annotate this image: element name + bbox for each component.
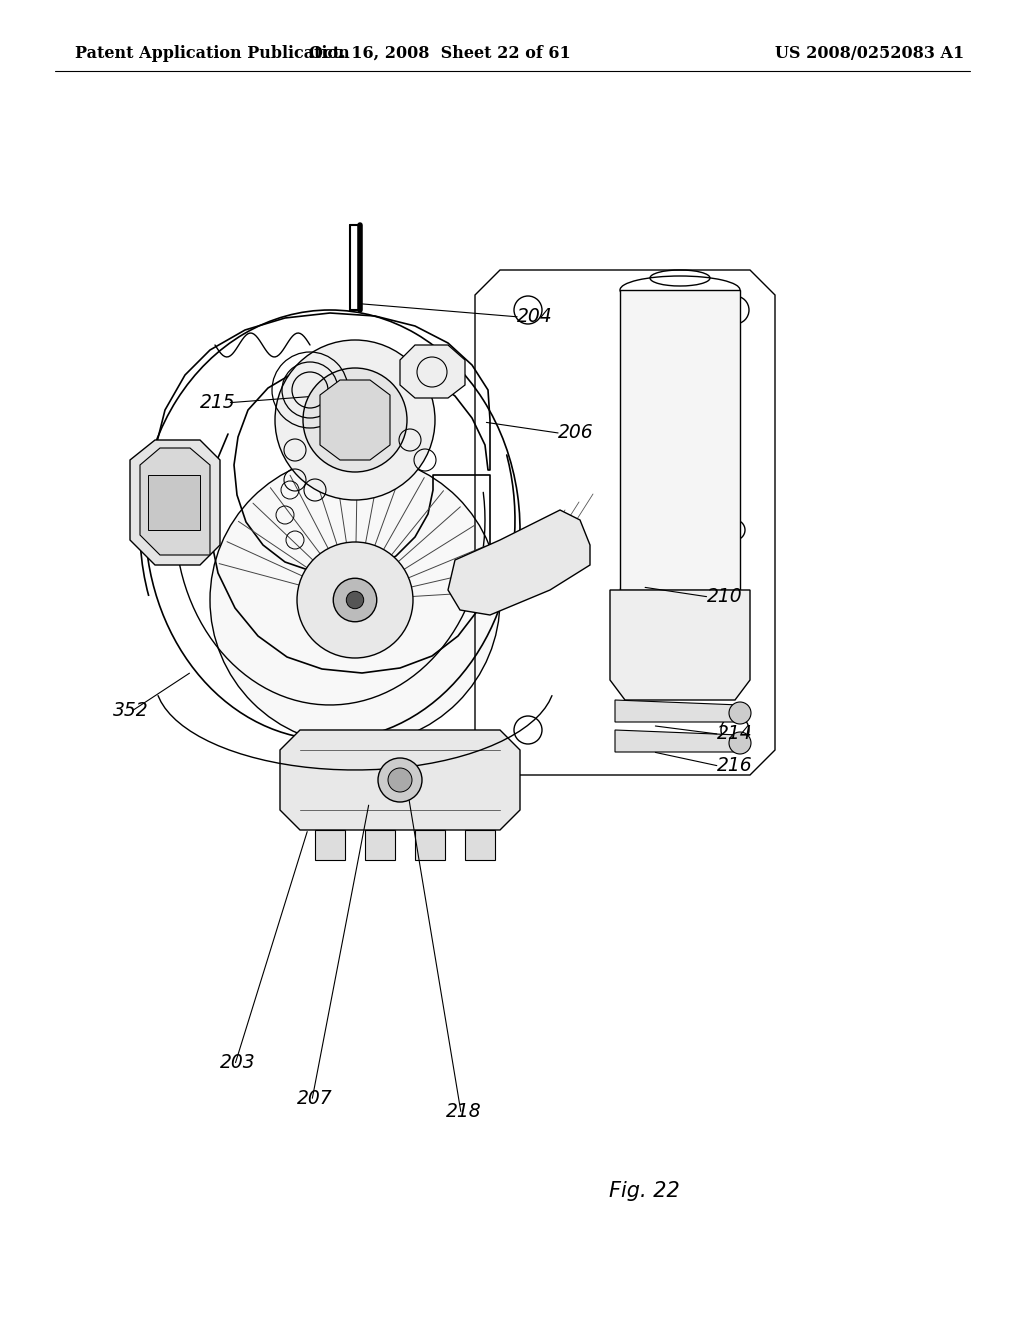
Text: 218: 218 [445, 1102, 481, 1121]
Polygon shape [365, 830, 395, 861]
Text: Patent Application Publication: Patent Application Publication [75, 45, 350, 62]
Circle shape [275, 341, 435, 500]
Polygon shape [315, 830, 345, 861]
Polygon shape [449, 510, 590, 615]
Polygon shape [400, 345, 465, 399]
Text: 216: 216 [717, 756, 753, 775]
Text: Fig. 22: Fig. 22 [609, 1180, 680, 1201]
Polygon shape [148, 475, 200, 531]
Circle shape [297, 543, 413, 657]
Polygon shape [130, 440, 220, 565]
Text: 204: 204 [517, 308, 553, 326]
Text: 215: 215 [200, 393, 236, 412]
Polygon shape [280, 730, 520, 830]
Polygon shape [415, 830, 445, 861]
Polygon shape [615, 700, 740, 722]
Circle shape [210, 455, 500, 744]
Text: 352: 352 [113, 701, 148, 719]
Text: Oct. 16, 2008  Sheet 22 of 61: Oct. 16, 2008 Sheet 22 of 61 [309, 45, 570, 62]
Polygon shape [465, 830, 495, 861]
Circle shape [729, 733, 751, 754]
Circle shape [378, 758, 422, 803]
Polygon shape [615, 730, 740, 752]
Circle shape [333, 578, 377, 622]
Text: 207: 207 [297, 1089, 333, 1107]
Text: 214: 214 [717, 725, 753, 743]
Circle shape [729, 702, 751, 723]
Circle shape [303, 368, 407, 473]
Text: 206: 206 [558, 424, 594, 442]
Text: US 2008/0252083 A1: US 2008/0252083 A1 [775, 45, 965, 62]
Polygon shape [620, 290, 740, 590]
Polygon shape [319, 380, 390, 459]
Polygon shape [610, 590, 750, 700]
Circle shape [388, 768, 412, 792]
Text: 203: 203 [220, 1053, 256, 1072]
Text: 210: 210 [707, 587, 742, 606]
Circle shape [346, 591, 364, 609]
Polygon shape [140, 447, 210, 554]
